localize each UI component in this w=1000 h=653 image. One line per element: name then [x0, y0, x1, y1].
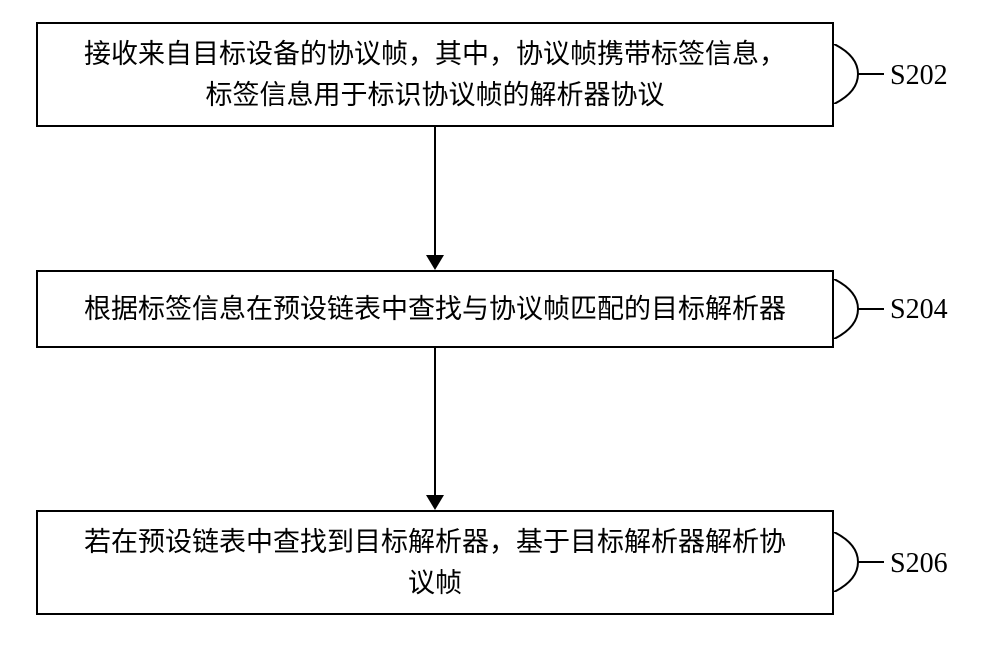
- connector-2: [834, 279, 890, 339]
- flow-step-2: 根据标签信息在预设链表中查找与协议帧匹配的目标解析器: [36, 270, 834, 348]
- step-label-1: S202: [890, 60, 948, 92]
- flow-step-3: 若在预设链表中查找到目标解析器，基于目标解析器解析协议帧: [36, 510, 834, 615]
- arrow-2-head: [426, 495, 444, 510]
- flow-step-1-text: 接收来自目标设备的协议帧，其中，协议帧携带标签信息，标签信息用于标识协议帧的解析…: [84, 34, 786, 115]
- step-label-3: S206: [890, 548, 948, 580]
- flow-step-2-text: 根据标签信息在预设链表中查找与协议帧匹配的目标解析器: [84, 289, 786, 330]
- arrow-2-line: [434, 348, 436, 495]
- connector-1: [834, 44, 890, 104]
- arrow-1-head: [426, 255, 444, 270]
- step-label-2: S204: [890, 294, 948, 326]
- connector-3: [834, 532, 890, 592]
- arrow-1-line: [434, 127, 436, 255]
- flow-step-1: 接收来自目标设备的协议帧，其中，协议帧携带标签信息，标签信息用于标识协议帧的解析…: [36, 22, 834, 127]
- flow-step-3-text: 若在预设链表中查找到目标解析器，基于目标解析器解析协议帧: [84, 522, 786, 603]
